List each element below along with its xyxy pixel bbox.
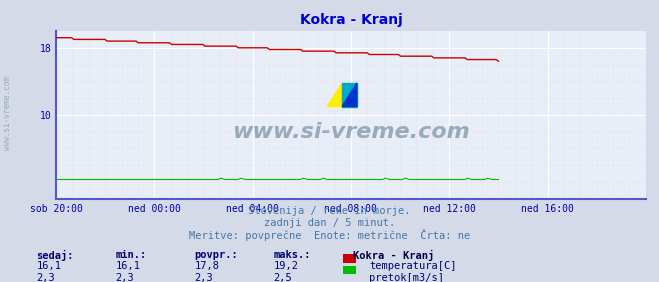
Text: pretok[m3/s]: pretok[m3/s] [369, 273, 444, 282]
Text: maks.:: maks.: [273, 250, 311, 259]
Text: 19,2: 19,2 [273, 261, 299, 271]
Text: sedaj:: sedaj: [36, 250, 74, 261]
Text: Meritve: povprečne  Enote: metrične  Črta: ne: Meritve: povprečne Enote: metrične Črta:… [189, 229, 470, 241]
Text: Slovenija / reke in morje.: Slovenija / reke in morje. [248, 206, 411, 216]
Text: 2,5: 2,5 [273, 273, 292, 282]
Polygon shape [342, 83, 357, 107]
Text: 2,3: 2,3 [194, 273, 213, 282]
Text: povpr.:: povpr.: [194, 250, 238, 259]
Text: 16,1: 16,1 [36, 261, 61, 271]
Text: 2,3: 2,3 [115, 273, 134, 282]
Text: min.:: min.: [115, 250, 146, 259]
Text: 17,8: 17,8 [194, 261, 219, 271]
Text: www.si-vreme.com: www.si-vreme.com [232, 122, 470, 142]
Text: www.si-vreme.com: www.si-vreme.com [3, 76, 13, 150]
Text: temperatura[C]: temperatura[C] [369, 261, 457, 271]
Text: zadnji dan / 5 minut.: zadnji dan / 5 minut. [264, 218, 395, 228]
Text: 16,1: 16,1 [115, 261, 140, 271]
Title: Kokra - Kranj: Kokra - Kranj [300, 13, 402, 27]
Text: Kokra - Kranj: Kokra - Kranj [353, 250, 434, 261]
Text: 2,3: 2,3 [36, 273, 55, 282]
Polygon shape [328, 83, 342, 107]
Polygon shape [342, 83, 357, 107]
